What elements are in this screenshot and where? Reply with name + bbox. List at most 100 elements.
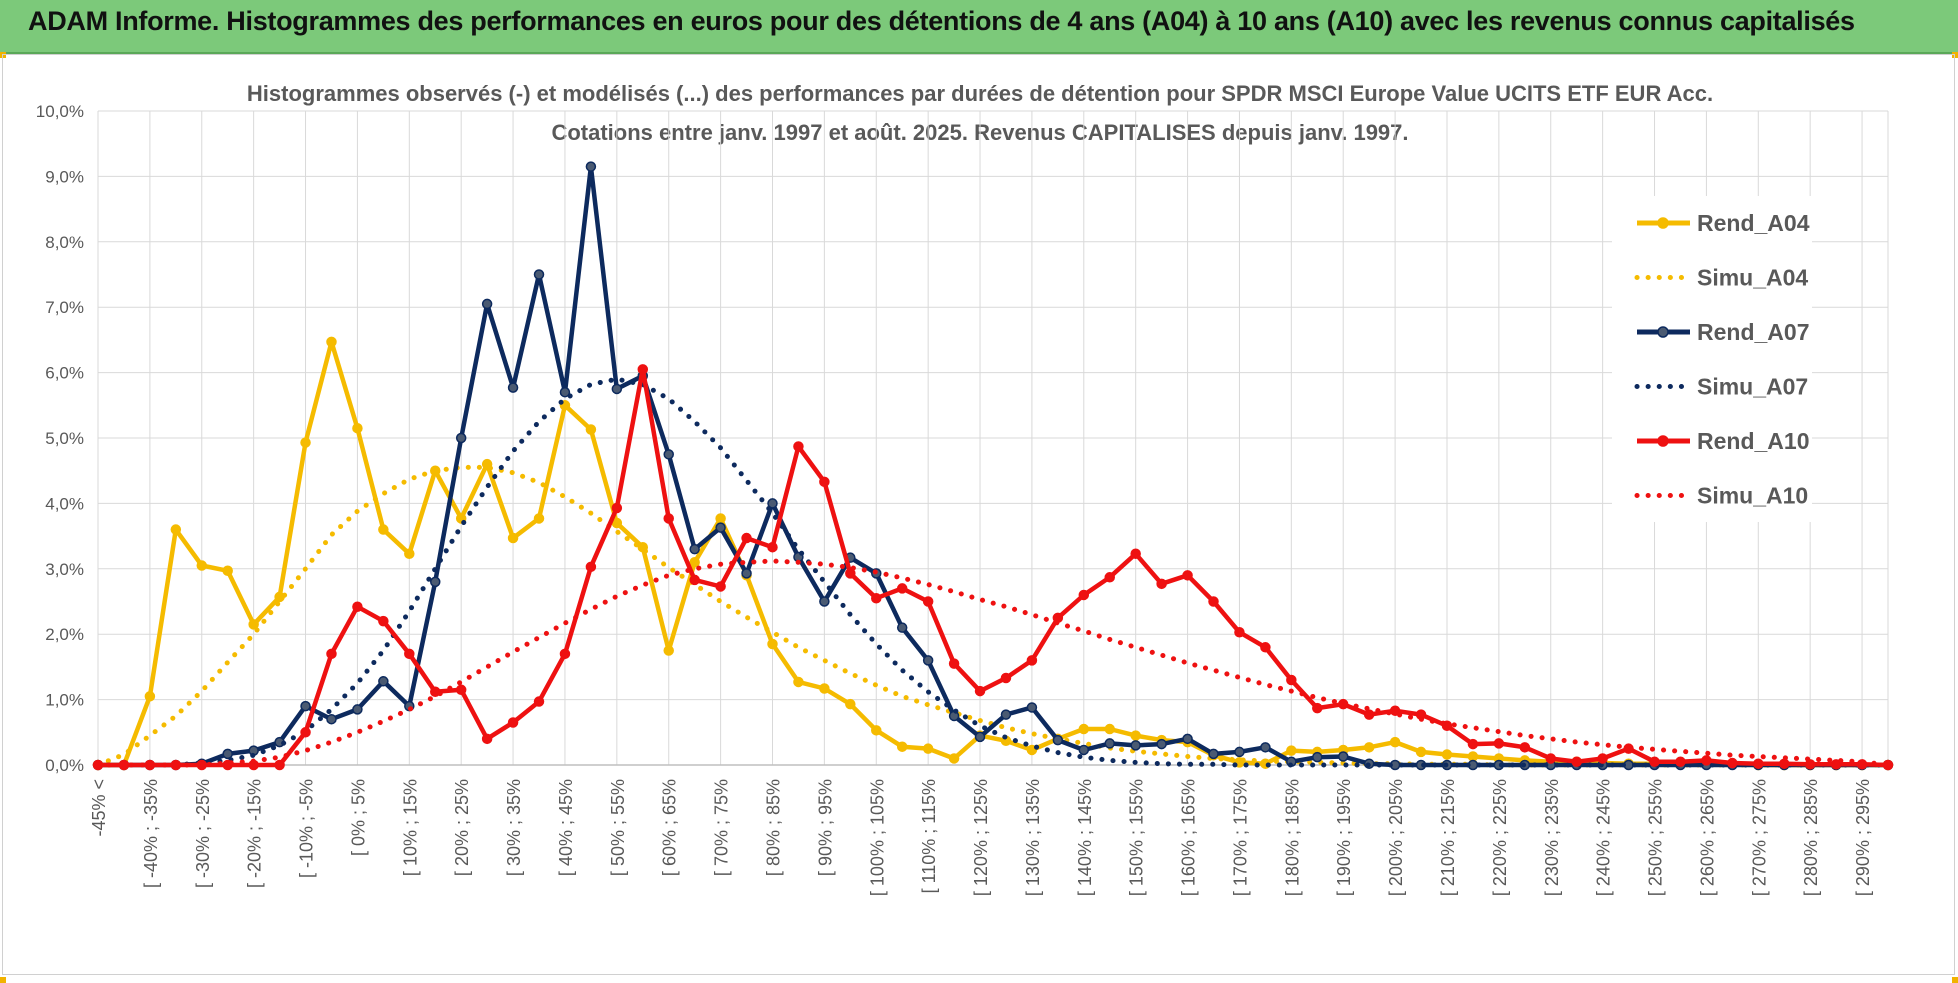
data-point-rend-a04 bbox=[1467, 751, 1479, 762]
data-point-rend-a10 bbox=[533, 696, 545, 707]
data-point-rend-a10 bbox=[1675, 756, 1686, 767]
corner-accent-top-left bbox=[0, 52, 6, 58]
data-point-rend-a10 bbox=[300, 727, 311, 738]
series-simu-a07 bbox=[95, 376, 1891, 768]
data-point-rend-a07 bbox=[1026, 702, 1038, 713]
data-point-rend-a04 bbox=[1415, 746, 1427, 758]
chart-frame bbox=[2, 54, 1955, 975]
data-point-rend-a10 bbox=[1156, 578, 1167, 590]
y-tick-label: 5,0% bbox=[45, 429, 84, 448]
corner-accent-bottom-left bbox=[0, 977, 6, 983]
data-point-rend-a04 bbox=[326, 336, 337, 348]
data-point-rend-a07 bbox=[429, 576, 441, 588]
series-simu-a10 bbox=[95, 558, 1891, 768]
x-tick-label: [ 50% ; 55% bbox=[608, 779, 628, 876]
report-banner: ADAM Informe. Histogrammes des performan… bbox=[0, 0, 1958, 54]
legend-label: Rend_A10 bbox=[1697, 428, 1809, 454]
x-tick-label: [ 200% ; 205% bbox=[1386, 779, 1406, 896]
data-point-rend-a04 bbox=[222, 565, 233, 577]
series-layer bbox=[92, 161, 1894, 771]
data-point-rend-a10 bbox=[1026, 655, 1038, 666]
x-tick-label: [ -40% ; -35% bbox=[141, 779, 161, 888]
x-tick-label: [ 30% ; 35% bbox=[504, 779, 524, 876]
data-point-rend-a04 bbox=[507, 532, 519, 544]
x-tick-label: [ 290% ; 295% bbox=[1853, 779, 1873, 896]
x-tick-label: [ 80% ; 85% bbox=[763, 779, 783, 876]
data-point-rend-a10 bbox=[871, 592, 882, 604]
y-tick-label: 4,0% bbox=[45, 494, 84, 513]
x-tick-label: [ 90% ; 95% bbox=[815, 779, 835, 876]
data-point-rend-a10 bbox=[1312, 702, 1323, 714]
data-point-rend-a04 bbox=[845, 698, 856, 710]
data-point-rend-a10 bbox=[1493, 738, 1505, 749]
data-point-rend-a10 bbox=[896, 583, 908, 594]
legend-label: Simu_A04 bbox=[1697, 265, 1808, 291]
x-tick-label: [ 150% ; 155% bbox=[1127, 779, 1147, 896]
x-tick-label: [ 140% ; 145% bbox=[1075, 779, 1095, 896]
data-point-rend-a04 bbox=[1104, 723, 1115, 735]
data-point-rend-a04 bbox=[144, 691, 156, 702]
data-point-rend-a10 bbox=[1234, 626, 1245, 638]
report-title: ADAM Informe. Histogrammes des performan… bbox=[28, 6, 1855, 36]
legend-label: Rend_A04 bbox=[1697, 210, 1810, 236]
data-point-rend-a07 bbox=[767, 498, 778, 509]
y-axis: 0,0% 1,0% 2,0% 3,0% 4,0% 5,0% 6,0% 7,0% 8,0% 9,0%… bbox=[36, 102, 84, 775]
series-line-simu-a10 bbox=[95, 558, 1891, 768]
data-point-rend-a07 bbox=[378, 676, 389, 687]
data-point-rend-a10 bbox=[378, 615, 389, 627]
y-tick-label: 9,0% bbox=[45, 167, 84, 186]
data-point-rend-a07 bbox=[585, 161, 597, 172]
legend-marker bbox=[1657, 435, 1669, 447]
x-tick-label: [ -30% ; -25% bbox=[193, 779, 213, 888]
data-point-rend-a04 bbox=[689, 557, 700, 568]
data-point-rend-a04 bbox=[767, 638, 778, 650]
data-point-rend-a10 bbox=[481, 733, 493, 745]
data-point-rend-a04 bbox=[352, 422, 363, 434]
data-point-rend-a07 bbox=[1182, 733, 1193, 745]
data-point-rend-a04 bbox=[948, 753, 960, 764]
data-point-rend-a07 bbox=[1078, 744, 1090, 756]
legend-box bbox=[1612, 196, 1812, 522]
data-point-rend-a10 bbox=[1571, 756, 1582, 767]
legend-label: Simu_A07 bbox=[1697, 374, 1808, 400]
data-point-rend-a10 bbox=[1363, 709, 1375, 720]
data-point-rend-a04 bbox=[404, 548, 415, 560]
x-tick-label: [ 270% ; 275% bbox=[1749, 779, 1769, 896]
data-point-rend-a07 bbox=[663, 449, 674, 460]
x-tick-label: [ 10% ; 15% bbox=[400, 779, 420, 876]
data-point-rend-a10 bbox=[1467, 738, 1479, 750]
data-point-rend-a10 bbox=[455, 684, 467, 696]
data-point-rend-a10 bbox=[1260, 642, 1271, 653]
data-point-rend-a07 bbox=[1130, 740, 1141, 751]
data-point-rend-a10 bbox=[1830, 759, 1842, 770]
data-point-rend-a10 bbox=[845, 568, 856, 579]
data-point-rend-a04 bbox=[715, 513, 726, 524]
y-tick-label: 10,0% bbox=[36, 102, 84, 121]
data-point-rend-a07 bbox=[896, 622, 908, 633]
data-point-rend-a10 bbox=[1389, 705, 1401, 716]
data-point-rend-a04 bbox=[1286, 745, 1297, 756]
y-tick-label: 3,0% bbox=[45, 560, 84, 579]
x-axis: -45% < [ -40% ; -35% [ -30% ; -25% [ -20% ;… bbox=[89, 764, 1888, 896]
data-point-rend-a07 bbox=[689, 543, 700, 555]
data-point-rend-a07 bbox=[300, 700, 311, 712]
x-tick-label: [ 100% ; 105% bbox=[867, 779, 887, 896]
x-tick-label: [ 160% ; 165% bbox=[1179, 779, 1199, 896]
legend-label: Rend_A07 bbox=[1697, 319, 1809, 345]
x-tick-label: -45% < bbox=[89, 779, 109, 837]
legend-marker bbox=[1657, 217, 1669, 229]
data-point-rend-a10 bbox=[1649, 756, 1660, 767]
data-point-rend-a07 bbox=[326, 713, 337, 725]
data-point-rend-a10 bbox=[1804, 759, 1816, 770]
data-point-rend-a10 bbox=[948, 658, 960, 669]
data-point-rend-a04 bbox=[819, 683, 830, 694]
data-point-rend-a07 bbox=[715, 522, 726, 533]
y-tick-label: 8,0% bbox=[45, 233, 84, 252]
data-point-rend-a10 bbox=[974, 685, 986, 697]
data-point-rend-a07 bbox=[1156, 738, 1167, 750]
x-tick-label: [ 250% ; 255% bbox=[1646, 779, 1666, 896]
data-point-rend-a07 bbox=[1104, 738, 1115, 749]
data-point-rend-a10 bbox=[637, 364, 649, 375]
data-point-rend-a10 bbox=[1701, 755, 1712, 766]
data-point-rend-a10 bbox=[1130, 548, 1141, 560]
